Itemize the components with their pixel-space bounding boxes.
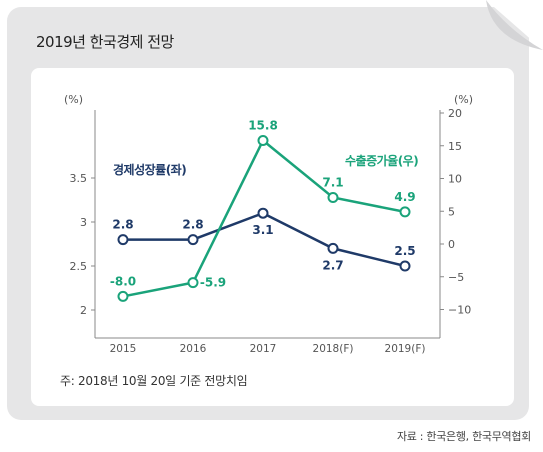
right-axis-unit: (%) (454, 93, 473, 106)
footnote: 주: 2018년 10월 20일 기준 전망치임 (60, 374, 248, 388)
left-axis-unit: (%) (64, 93, 83, 106)
x-tick-label: 2016 (180, 343, 207, 355)
right-tick-label: 20 (448, 107, 462, 120)
data-point (399, 206, 411, 218)
legend-growth-rate: 경제성장률(좌) (113, 162, 186, 177)
x-tick-label: 2015 (110, 343, 137, 355)
data-point (117, 234, 129, 246)
data-label: 15.8 (248, 119, 278, 133)
left-axis-ticks: 3.5 3 2.5 2 (70, 172, 95, 317)
right-axis-ticks: 20 15 10 5 0 −5 −10 (440, 107, 471, 317)
left-tick-label: 2.5 (70, 260, 88, 273)
data-point (257, 135, 269, 147)
legend-export-rate: 수출증가율(우) (345, 153, 418, 168)
right-tick-label: 10 (448, 173, 462, 186)
right-tick-label: 15 (448, 140, 462, 153)
data-label: 2.5 (394, 244, 415, 258)
data-point (399, 260, 411, 272)
right-tick-label: 5 (448, 205, 455, 218)
data-point (187, 277, 199, 289)
chart-axes (94, 110, 441, 339)
data-label: 3.1 (252, 223, 273, 237)
data-point (327, 191, 339, 203)
x-axis-ticks: 2015 2016 2017 2018(F) 2019(F) (110, 343, 426, 355)
data-label: 2.8 (112, 218, 133, 232)
data-label: -8.0 (110, 274, 136, 288)
x-tick-label: 2019(F) (385, 343, 426, 355)
chart-title: 2019년 한국경제 전망 (36, 33, 174, 51)
left-tick-label: 3.5 (70, 172, 88, 185)
x-tick-label: 2018(F) (313, 343, 354, 355)
chart-panel (31, 68, 514, 406)
data-labels: 2.8 2.8 3.1 2.7 2.5 -8.0 -5.9 15.8 7.1 4.9 (110, 119, 416, 290)
page-fold-corner (486, 0, 543, 50)
data-label: 7.1 (322, 175, 343, 189)
right-tick-label: −5 (448, 271, 464, 284)
left-tick-label: 2 (80, 304, 87, 317)
data-label: 4.9 (394, 190, 415, 204)
right-tick-label: 0 (448, 238, 455, 251)
source-credit: 자료 : 한국은행, 한국무역협회 (396, 430, 531, 443)
x-tick-label: 2017 (250, 343, 277, 355)
right-tick-label: −10 (448, 304, 471, 317)
data-point (187, 234, 199, 246)
series-line-0 (123, 211, 406, 268)
data-point (117, 290, 129, 302)
data-point (327, 242, 339, 254)
left-tick-label: 3 (80, 216, 87, 229)
series-lines (117, 135, 411, 302)
data-label: -5.9 (200, 276, 226, 290)
data-label: 2.7 (322, 258, 343, 272)
data-point (257, 207, 269, 219)
data-label: 2.8 (182, 218, 203, 232)
